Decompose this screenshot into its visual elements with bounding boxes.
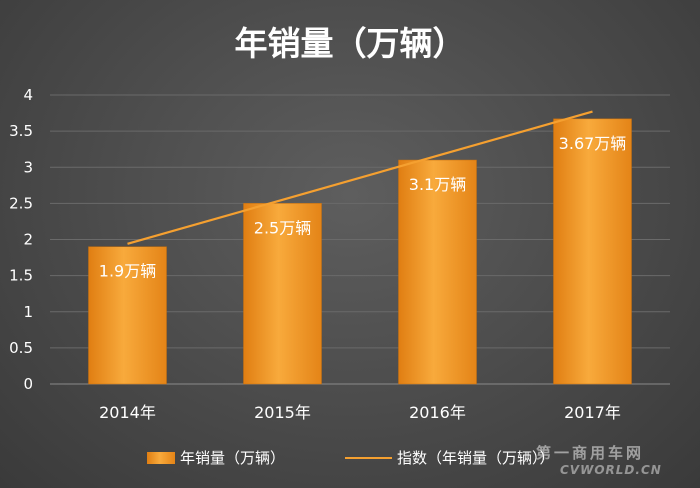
watermark: 第一商用车网 CVWORLD.CN <box>536 444 662 477</box>
legend-line-label: 指数（年销量（万辆）） <box>397 449 555 467</box>
bar <box>553 118 632 385</box>
legend: 年销量（万辆） 指数（年销量（万辆）） <box>147 449 555 467</box>
data-label: 3.67万辆 <box>559 134 627 153</box>
data-label: 1.9万辆 <box>99 262 156 281</box>
trend-line-path <box>127 110 593 245</box>
x-tick-label: 2017年 <box>564 403 621 422</box>
chart-title: 年销量（万辆） <box>235 24 466 63</box>
x-axis-ticks: 2014年 2015年 2016年 2017年 <box>99 403 621 422</box>
trend-line <box>127 110 593 245</box>
x-tick-label: 2016年 <box>409 403 466 422</box>
y-tick-label: 2.5 <box>9 194 33 212</box>
data-label: 2.5万辆 <box>254 218 311 237</box>
bars <box>88 118 632 385</box>
legend-bar-swatch <box>147 452 175 464</box>
y-tick-label: 1.5 <box>9 267 33 285</box>
bar <box>398 159 477 385</box>
data-label: 3.1万辆 <box>409 175 466 194</box>
legend-bar-label: 年销量（万辆） <box>180 449 285 467</box>
y-tick-label: 0 <box>23 375 33 393</box>
y-axis-ticks: 0 0.5 1 1.5 2 2.5 3 3.5 4 <box>9 86 33 393</box>
watermark-text: 第一商用车网 <box>536 444 644 462</box>
y-tick-label: 2 <box>23 231 33 249</box>
x-tick-label: 2014年 <box>99 403 156 422</box>
y-tick-label: 3.5 <box>9 122 33 140</box>
x-tick-label: 2015年 <box>254 403 311 422</box>
bar <box>243 203 322 385</box>
bar <box>88 246 167 385</box>
data-labels: 1.9万辆 2.5万辆 3.1万辆 3.67万辆 <box>99 134 627 281</box>
y-tick-label: 0.5 <box>9 339 33 357</box>
y-tick-label: 1 <box>23 303 33 321</box>
watermark-subtext: CVWORLD.CN <box>560 463 662 477</box>
y-tick-label: 4 <box>23 86 33 104</box>
y-tick-label: 3 <box>23 158 33 176</box>
